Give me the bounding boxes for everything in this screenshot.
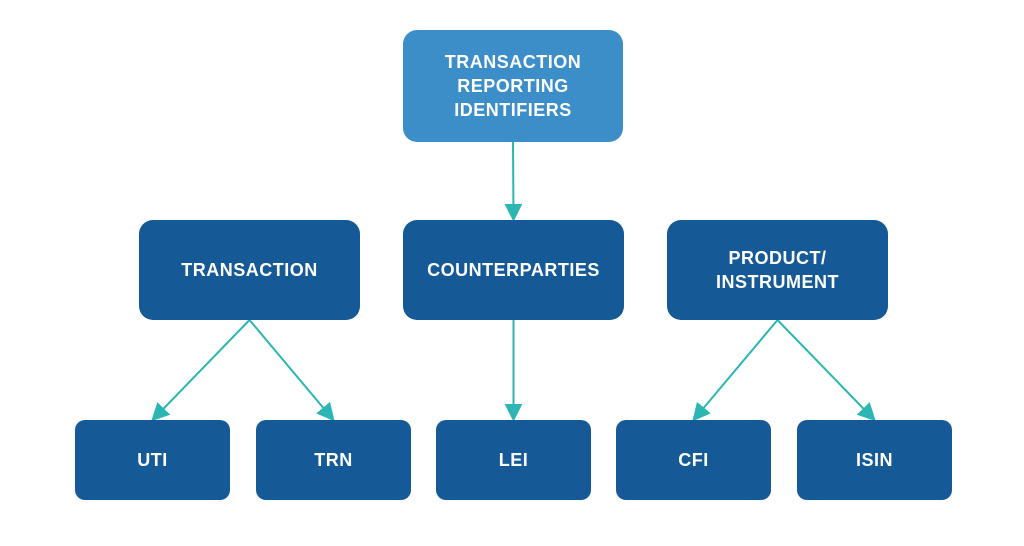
edge-transaction-uti	[153, 320, 250, 420]
node-lei-label: LEI	[499, 448, 529, 472]
edge-product-isin	[778, 320, 875, 420]
node-transaction: TRANSACTION	[139, 220, 360, 320]
diagram-canvas: TRANSACTION REPORTING IDENTIFIERS TRANSAC…	[0, 0, 1024, 546]
node-counterparties: COUNTERPARTIES	[403, 220, 624, 320]
node-uti: UTI	[75, 420, 230, 500]
node-cfi: CFI	[616, 420, 771, 500]
node-product: PRODUCT/ INSTRUMENT	[667, 220, 888, 320]
edge-product-cfi	[694, 320, 778, 420]
node-isin-label: ISIN	[856, 448, 893, 472]
node-cfi-label: CFI	[678, 448, 709, 472]
edge-transaction-trn	[250, 320, 334, 420]
node-product-label: PRODUCT/ INSTRUMENT	[716, 246, 839, 295]
node-isin: ISIN	[797, 420, 952, 500]
edge-root-counterparties	[513, 142, 514, 220]
node-transaction-label: TRANSACTION	[181, 258, 318, 282]
node-root: TRANSACTION REPORTING IDENTIFIERS	[403, 30, 623, 142]
node-uti-label: UTI	[137, 448, 168, 472]
node-trn-label: TRN	[314, 448, 353, 472]
node-counterparties-label: COUNTERPARTIES	[427, 258, 600, 282]
node-trn: TRN	[256, 420, 411, 500]
node-lei: LEI	[436, 420, 591, 500]
node-root-label: TRANSACTION REPORTING IDENTIFIERS	[445, 50, 582, 123]
